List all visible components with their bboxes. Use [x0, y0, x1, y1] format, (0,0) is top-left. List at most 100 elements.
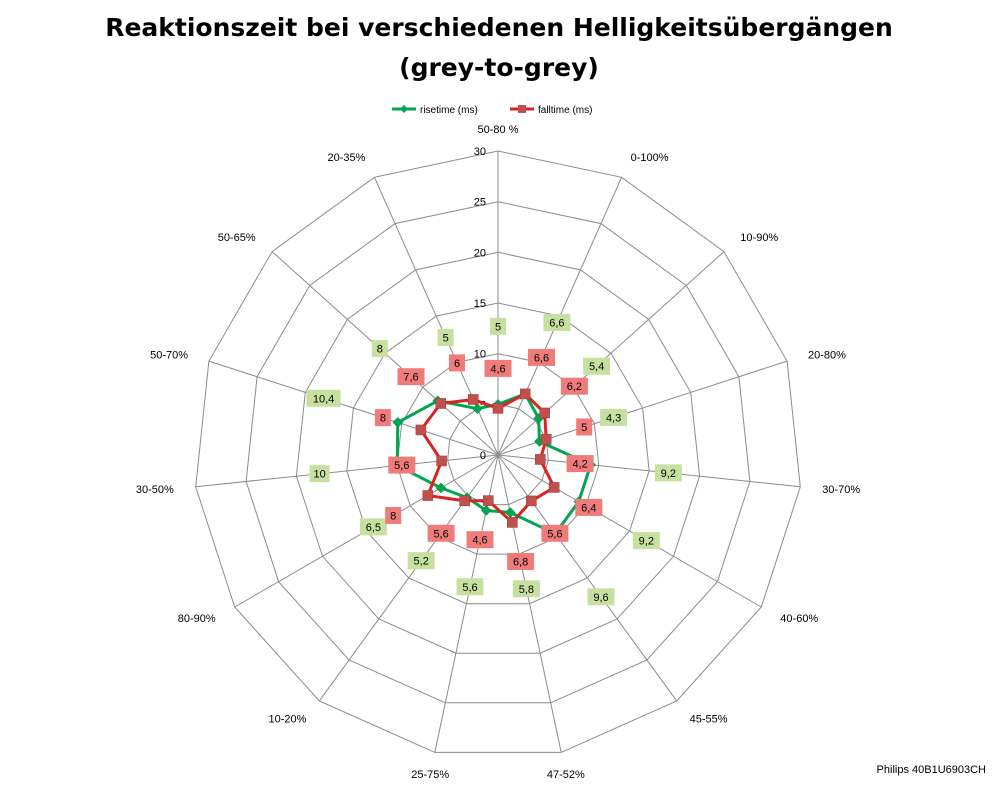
data-label-risetime: 10,4 [313, 393, 334, 405]
data-label-risetime: 10 [313, 469, 325, 481]
radial-tick-label: 5 [480, 399, 486, 411]
data-label-box [512, 580, 540, 598]
data-label-falltime: 5,6 [433, 528, 448, 540]
risetime-point [472, 403, 483, 415]
category-label: 40-60% [780, 613, 818, 625]
data-label-risetime: 5 [495, 321, 501, 333]
grid-ring [195, 150, 801, 753]
data-label-risetime: 8 [377, 344, 383, 356]
data-label-box [575, 498, 603, 516]
category-label: 10-20% [268, 714, 306, 726]
data-label-box [576, 418, 593, 436]
category-label: 20-80% [808, 349, 846, 361]
falltime-point [436, 455, 447, 467]
data-label-box [490, 317, 506, 335]
data-label-risetime: 9,2 [639, 536, 654, 548]
radial-tick-label: 30 [474, 146, 486, 158]
data-label-falltime: 7,6 [403, 372, 418, 384]
data-label-falltime: 4,6 [472, 535, 487, 547]
category-label: 25-75% [411, 769, 449, 781]
legend-falltime-label: falltime (ms) [538, 105, 592, 116]
data-label-falltime: 4,6 [490, 363, 505, 375]
data-label-box [560, 377, 588, 395]
legend-falltime-marker [518, 105, 526, 113]
radial-tick-label: 10 [474, 349, 486, 361]
grid-spoke [497, 454, 562, 753]
series-line-falltime [419, 392, 556, 524]
falltime-point [492, 403, 504, 414]
data-label-box [306, 389, 341, 407]
data-label-box [437, 329, 454, 346]
category-label: 20-35% [327, 152, 365, 164]
falltime-point [435, 398, 447, 409]
grid-ring [295, 251, 701, 654]
falltime-point [459, 495, 470, 507]
falltime-point [526, 495, 537, 507]
falltime-point [535, 454, 546, 465]
monitor-model-label: Philips 40B1U6903CH [876, 764, 986, 776]
category-label: 47-52% [547, 769, 585, 781]
grid-spoke [318, 454, 499, 702]
series-line-risetime [395, 392, 593, 536]
chart-title: Reaktionszeit bei verschiedenen Helligke… [0, 8, 998, 88]
radial-tick-label: 15 [474, 298, 486, 310]
data-label-box [456, 578, 484, 596]
data-label-box [385, 507, 402, 524]
data-label-box [374, 409, 391, 427]
falltime-point [539, 407, 550, 419]
data-label-falltime: 6,2 [567, 381, 582, 393]
data-label-box [359, 518, 387, 536]
falltime-point [422, 490, 434, 501]
legend-risetime-label: risetime (ms) [420, 105, 478, 116]
data-label-risetime: 9,2 [661, 468, 676, 480]
data-label-box [371, 340, 388, 358]
grid-ring [396, 353, 600, 555]
category-label: 0-100% [631, 152, 669, 164]
category-label: 10-90% [740, 232, 778, 244]
data-label-falltime: 4,2 [572, 459, 587, 471]
falltime-point [415, 424, 427, 436]
data-label-falltime: 5,6 [394, 460, 409, 472]
falltime-point [548, 482, 560, 493]
category-label: 30-50% [136, 484, 174, 496]
data-label-falltime: 5 [581, 422, 587, 434]
data-label-box [632, 532, 660, 550]
data-label-box [397, 368, 425, 386]
data-label-falltime: 5,6 [547, 528, 562, 540]
category-label: 80-90% [178, 613, 216, 625]
data-label-box [507, 553, 535, 570]
data-label-risetime: 4,3 [606, 412, 621, 424]
radial-tick-label: 0 [480, 450, 486, 462]
risetime-point [392, 417, 404, 428]
radial-tick-label: 20 [474, 247, 486, 259]
data-label-box [309, 465, 330, 483]
chart-title-line-2: (grey-to-grey) [399, 53, 599, 82]
falltime-point [507, 517, 518, 528]
falltime-point [540, 434, 552, 445]
data-label-box [388, 456, 416, 474]
risetime-point [435, 482, 447, 494]
legend-risetime-marker [400, 105, 408, 113]
data-label-falltime: 8 [380, 413, 386, 425]
chart-title-line-1: Reaktionszeit bei verschiedenen Helligke… [105, 13, 893, 42]
data-label-risetime: 5,6 [462, 582, 477, 594]
grid-spoke [373, 177, 499, 456]
data-label-box [654, 464, 682, 482]
data-label-risetime: 5,2 [414, 556, 429, 568]
radial-tick-label: 25 [474, 197, 486, 209]
data-label-falltime: 6 [454, 358, 460, 370]
data-label-box [407, 552, 435, 570]
data-label-falltime: 6,4 [581, 502, 596, 514]
category-label: 50-65% [218, 232, 256, 244]
category-label: 45-55% [690, 714, 728, 726]
data-label-risetime: 5 [443, 333, 449, 345]
data-label-box [543, 314, 571, 332]
data-label-box [600, 408, 628, 426]
data-label-risetime: 5,4 [589, 361, 604, 373]
data-label-risetime: 9,6 [593, 592, 608, 604]
data-label-box [587, 588, 615, 606]
falltime-point [483, 495, 494, 506]
data-label-box [466, 531, 494, 549]
data-label-box [449, 354, 465, 372]
